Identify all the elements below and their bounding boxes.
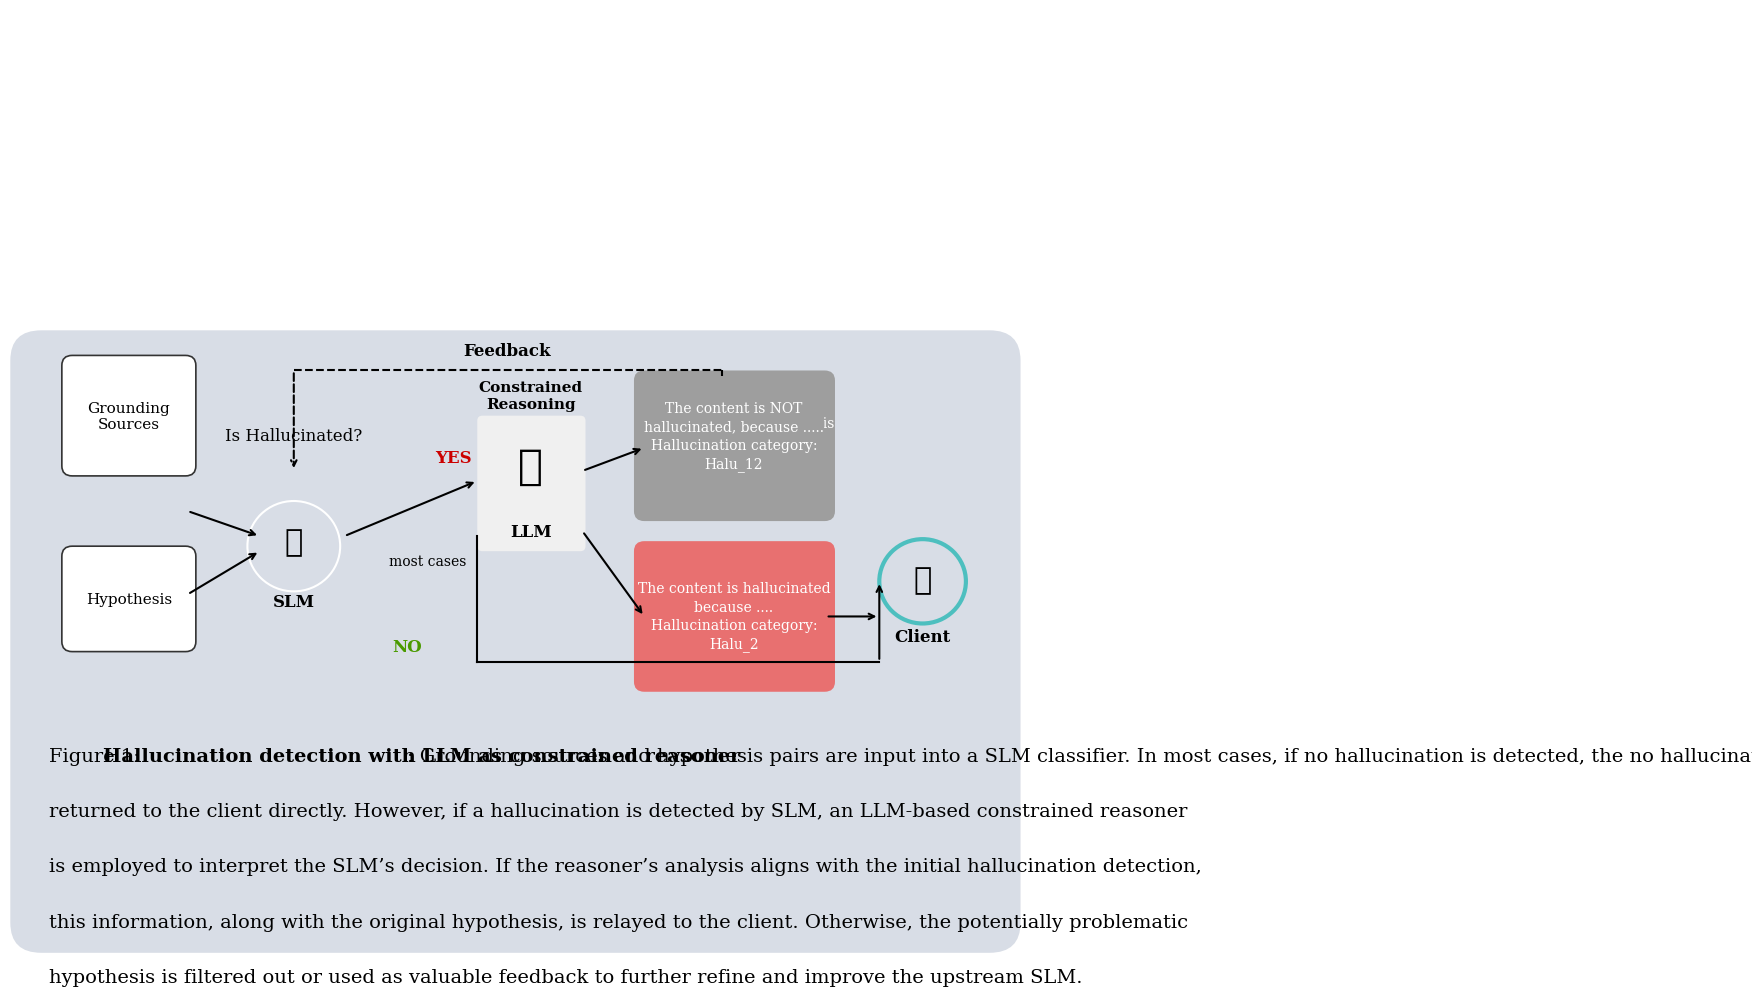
Text: 🧠: 🧠 bbox=[519, 445, 543, 487]
Text: : Grounding sources and hypothesis pairs are input into a SLM classifier. In mos: : Grounding sources and hypothesis pairs… bbox=[406, 747, 1752, 765]
Text: SLM: SLM bbox=[273, 594, 315, 610]
Text: 👤: 👤 bbox=[913, 566, 932, 594]
Text: most cases: most cases bbox=[389, 555, 466, 569]
Text: Grounding
Sources: Grounding Sources bbox=[88, 401, 170, 431]
Text: NO: NO bbox=[392, 639, 422, 655]
Text: returned to the client directly. However, if a hallucination is detected by SLM,: returned to the client directly. However… bbox=[49, 802, 1188, 820]
Text: this information, along with the original hypothesis, is relayed to the client. : this information, along with the origina… bbox=[49, 913, 1188, 931]
Text: LLM: LLM bbox=[510, 524, 552, 540]
Text: Figure 1:: Figure 1: bbox=[49, 747, 147, 765]
Text: Feedback: Feedback bbox=[463, 343, 550, 359]
FancyBboxPatch shape bbox=[61, 547, 196, 652]
Text: Client: Client bbox=[895, 629, 951, 645]
Text: Hallucination detection with LLM as constrained reasoner: Hallucination detection with LLM as cons… bbox=[103, 747, 741, 765]
Text: The content is: The content is bbox=[734, 416, 839, 430]
Text: The content is hallucinated
because ....
Hallucination category:
Halu_2: The content is hallucinated because ....… bbox=[638, 582, 830, 652]
FancyBboxPatch shape bbox=[61, 356, 196, 476]
FancyBboxPatch shape bbox=[11, 331, 1020, 953]
Text: Constrained
Reasoning: Constrained Reasoning bbox=[478, 381, 583, 411]
Text: is employed to interpret the SLM’s decision. If the reasoner’s analysis aligns w: is employed to interpret the SLM’s decis… bbox=[49, 858, 1202, 876]
FancyBboxPatch shape bbox=[477, 416, 585, 552]
Text: The content is: The content is bbox=[657, 416, 762, 430]
Text: 🧠: 🧠 bbox=[284, 528, 303, 556]
Text: Hypothesis: Hypothesis bbox=[86, 593, 172, 606]
Text: The content is NOT
hallucinated, because .....
Hallucination category:
Halu_12: The content is NOT hallucinated, because… bbox=[645, 401, 823, 471]
Text: YES: YES bbox=[434, 450, 471, 466]
Text: hypothesis is filtered out or used as valuable feedback to further refine and im: hypothesis is filtered out or used as va… bbox=[49, 968, 1083, 986]
FancyBboxPatch shape bbox=[634, 542, 836, 692]
FancyBboxPatch shape bbox=[634, 371, 836, 522]
Text: Is Hallucinated?: Is Hallucinated? bbox=[226, 428, 363, 444]
